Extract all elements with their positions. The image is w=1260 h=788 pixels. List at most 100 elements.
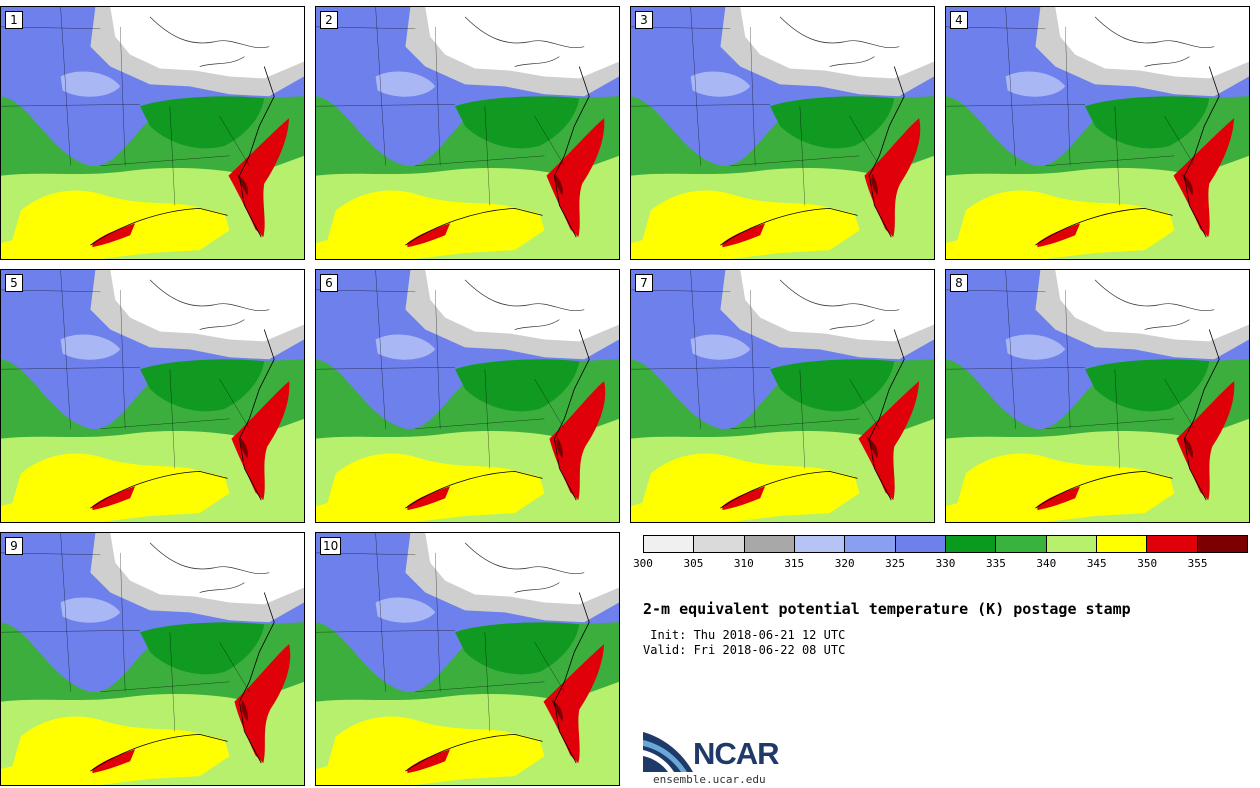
yellow-region-west [946, 235, 996, 259]
red-region [234, 644, 291, 764]
colorbar-bin [1147, 536, 1198, 552]
dark-red-core [236, 173, 248, 196]
light-blue-patch [375, 334, 436, 360]
yellow-region [955, 190, 1175, 259]
light-blue-patch [1005, 71, 1066, 97]
red-region [549, 381, 606, 501]
great-lakes-outline [149, 279, 270, 330]
member-panel: 9 [0, 532, 305, 786]
theta-e-map [316, 270, 619, 522]
yellow-region [640, 453, 860, 522]
theta-e-map [946, 7, 1249, 259]
yellow-region [325, 716, 545, 785]
colorbar-tick-label: 340 [1036, 557, 1057, 570]
coastline [720, 66, 905, 246]
colorbar-tick-label: 350 [1137, 557, 1158, 570]
theta-e-map [1, 533, 304, 785]
dark-red-core [554, 173, 563, 196]
coastline [90, 592, 275, 772]
light-blue-patch [60, 597, 121, 623]
member-panel: 5 [0, 269, 305, 523]
colorbar-bins [643, 535, 1248, 553]
colorbar-tick-label: 315 [784, 557, 805, 570]
dark-red-core [551, 699, 563, 722]
member-number-label: 2 [320, 11, 338, 29]
colorbar-tick-label: 305 [683, 557, 704, 570]
red-gulf-strip [1037, 486, 1081, 511]
colorbar-tick-label: 300 [633, 557, 653, 570]
state-boundary-lines [316, 270, 565, 469]
red-gulf-strip [92, 749, 136, 774]
colorbar: 300 305 310 315 320 325 330 335 340 345 350 355 [633, 535, 1248, 575]
dark-red-core [866, 436, 878, 459]
member-panel: 1 [0, 6, 305, 260]
coastline [1035, 66, 1220, 246]
state-boundary-lines [1, 533, 250, 732]
red-region [543, 644, 605, 764]
theta-e-map [946, 270, 1249, 522]
member-panel: 2 [315, 6, 620, 260]
colorbar-tick-label: 320 [834, 557, 855, 570]
colorbar-bin [744, 536, 795, 552]
member-number-label: 10 [320, 537, 342, 555]
great-lakes-outline [464, 542, 585, 593]
red-region [231, 381, 290, 501]
colorbar-bin [1046, 536, 1097, 552]
great-lakes-outline [1094, 279, 1215, 330]
member-number-label: 3 [635, 11, 653, 29]
init-time: Init: Thu 2018-06-21 12 UTC [643, 628, 846, 642]
yellow-region-west [631, 235, 681, 259]
yellow-region [10, 716, 230, 785]
yellow-region [640, 190, 860, 259]
member-panel: 8 [945, 269, 1250, 523]
great-lakes-outline [464, 279, 585, 330]
logo-wordmark: NCAR [693, 736, 780, 771]
colorbar-tick-label: 335 [985, 557, 1006, 570]
great-lakes-outline [1094, 16, 1215, 67]
colorbar-bin [1096, 536, 1148, 552]
state-boundary-lines [1, 7, 250, 206]
member-panel: 10 [315, 532, 620, 786]
red-gulf-strip [407, 223, 451, 248]
member-number-label: 7 [635, 274, 653, 292]
light-blue-patch [60, 334, 121, 360]
member-number-label: 9 [5, 537, 23, 555]
coastline [90, 329, 275, 509]
red-gulf-strip [407, 749, 451, 774]
light-blue-patch [690, 71, 751, 97]
figure-title: 2-m equivalent potential temperature (K)… [643, 600, 1131, 618]
state-boundary-lines [316, 7, 565, 206]
coastline [405, 329, 590, 509]
yellow-region-west [316, 498, 366, 522]
yellow-region-west [1, 235, 51, 259]
colorbar-bin [945, 536, 997, 552]
great-lakes-outline [149, 16, 270, 67]
light-blue-patch [60, 71, 121, 97]
colorbar-ticks: 300 305 310 315 320 325 330 335 340 345 350 355 [633, 557, 1248, 575]
red-gulf-strip [1037, 223, 1081, 248]
colorbar-tick-label: 325 [885, 557, 906, 570]
red-region [228, 118, 290, 238]
light-blue-patch [375, 597, 436, 623]
great-lakes-outline [779, 16, 900, 67]
great-lakes-outline [779, 279, 900, 330]
ncar-logo: NCAR ensemble.ucar.edu [643, 730, 803, 786]
yellow-region-west [631, 498, 681, 522]
colorbar-tick-label: 310 [733, 557, 754, 570]
logo-url: ensemble.ucar.edu [653, 773, 766, 786]
member-number-label: 8 [950, 274, 968, 292]
yellow-region-west [1, 498, 51, 522]
colorbar-bin [794, 536, 846, 552]
member-number-label: 1 [5, 11, 23, 29]
red-region [1173, 118, 1235, 238]
yellow-region-west [316, 761, 366, 785]
member-panel: 3 [630, 6, 935, 260]
member-panel: 6 [315, 269, 620, 523]
red-region [1176, 381, 1235, 501]
yellow-region-west [1, 761, 51, 785]
coastline [405, 592, 590, 772]
dark-red-core [239, 436, 248, 459]
dark-red-core [1181, 173, 1193, 196]
member-number-label: 6 [320, 274, 338, 292]
colorbar-bin [644, 536, 695, 552]
